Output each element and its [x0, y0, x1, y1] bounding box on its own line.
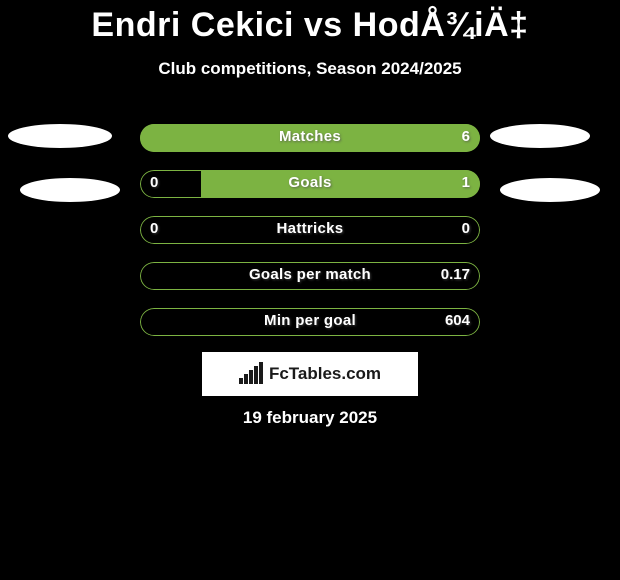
- brand-text: FcTables.com: [269, 364, 381, 384]
- stat-right-value: 6: [462, 128, 470, 145]
- page-subtitle: Club competitions, Season 2024/2025: [0, 59, 620, 79]
- side-ellipse: [8, 124, 112, 148]
- page-title: Endri Cekici vs HodÅ¾iÄ‡: [0, 0, 620, 45]
- stat-bar: 0Goals1: [140, 170, 480, 198]
- stat-bar: Min per goal604: [140, 308, 480, 336]
- stat-label: Hattricks: [140, 220, 480, 237]
- stat-right-value: 1: [462, 174, 470, 191]
- stat-label: Goals per match: [140, 266, 480, 283]
- stat-label: Min per goal: [140, 312, 480, 329]
- stat-right-value: 604: [445, 312, 470, 329]
- brand-box: FcTables.com: [202, 352, 418, 396]
- stat-label: Goals: [140, 174, 480, 191]
- side-ellipse: [500, 178, 600, 202]
- side-ellipse: [490, 124, 590, 148]
- stat-right-value: 0.17: [441, 266, 470, 283]
- stats-bars-group: Matches60Goals10Hattricks0Goals per matc…: [140, 124, 480, 354]
- stat-right-value: 0: [462, 220, 470, 237]
- stat-bar: Matches6: [140, 124, 480, 152]
- stat-bar: Goals per match0.17: [140, 262, 480, 290]
- date-label: 19 february 2025: [0, 408, 620, 428]
- brand-chart-icon: [239, 364, 265, 384]
- stat-bar: 0Hattricks0: [140, 216, 480, 244]
- side-ellipse: [20, 178, 120, 202]
- stat-label: Matches: [140, 128, 480, 145]
